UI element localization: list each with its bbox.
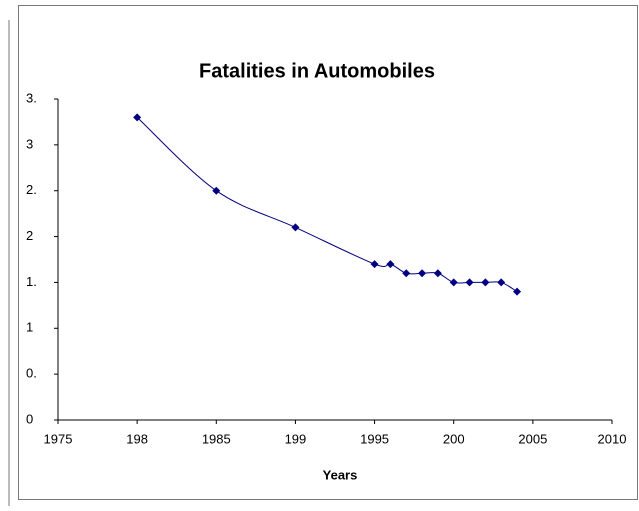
chart-frame [18, 5, 638, 500]
data-point [465, 278, 474, 287]
x-tick-label: 1985 [202, 431, 231, 446]
x-tick-label: 1995 [360, 431, 389, 446]
y-tick-label: 0 [26, 411, 33, 426]
data-point [133, 113, 142, 122]
y-tick-label: 3 [26, 136, 33, 151]
chart-title: Fatalities in Automobiles [199, 60, 435, 82]
data-point [433, 269, 442, 278]
y-tick-label: 3. [26, 90, 37, 105]
y-tick-label: 1 [26, 320, 33, 335]
x-tick-label: 199 [285, 431, 307, 446]
data-point [497, 278, 506, 287]
x-tick-label: 1975 [44, 431, 73, 446]
data-point [386, 260, 395, 269]
data-point [449, 278, 458, 287]
y-tick-label: 2. [26, 182, 37, 197]
x-axis-label: Years [323, 467, 358, 482]
data-point [370, 260, 379, 269]
y-tick-label: 2 [26, 228, 33, 243]
data-point [291, 223, 300, 232]
data-point [418, 269, 427, 278]
x-tick-label: 200 [443, 431, 465, 446]
data-point [481, 278, 490, 287]
data-point [402, 269, 411, 278]
data-point [212, 186, 221, 195]
x-tick-label: 2010 [598, 431, 627, 446]
x-tick-label: 198 [126, 431, 148, 446]
series-line [136, 116, 518, 293]
y-tick-label: 0. [26, 366, 37, 381]
y-tick-label: 1. [26, 274, 37, 289]
x-tick-label: 2005 [518, 431, 547, 446]
data-point [513, 287, 522, 296]
